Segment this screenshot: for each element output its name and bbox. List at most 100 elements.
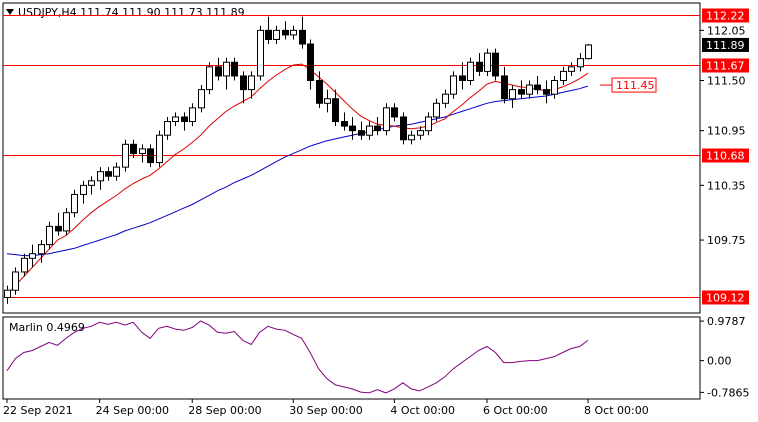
candle-body-61 bbox=[518, 89, 525, 95]
level-label-bg-0 bbox=[702, 8, 749, 23]
candle-body-21 bbox=[181, 116, 188, 123]
candle-body-59 bbox=[501, 75, 508, 100]
current-price-bg bbox=[702, 37, 749, 52]
candle-body-42 bbox=[358, 130, 365, 136]
candle-body-66 bbox=[560, 70, 567, 82]
candle-body-63 bbox=[534, 84, 541, 91]
candle-body-39 bbox=[332, 98, 339, 123]
candle-body-23 bbox=[198, 89, 205, 109]
candle-body-2 bbox=[21, 257, 28, 273]
candle-body-15 bbox=[130, 143, 137, 154]
ma-slow-line bbox=[6, 85, 589, 257]
candle-body-12 bbox=[105, 171, 112, 177]
candle-body-44 bbox=[374, 125, 381, 132]
candle-body-26 bbox=[223, 61, 230, 77]
candle-body-57 bbox=[484, 52, 491, 72]
marlin-line bbox=[6, 320, 589, 394]
x-label-4: 4 Oct 00:00 bbox=[390, 404, 455, 417]
marlin-panel-frame bbox=[2, 316, 701, 400]
candle-body-3 bbox=[29, 253, 36, 259]
candle-body-31 bbox=[265, 29, 272, 40]
candle-body-11 bbox=[97, 171, 104, 182]
candle-body-29 bbox=[248, 75, 255, 91]
candle-body-22 bbox=[189, 107, 196, 123]
candle-body-20 bbox=[172, 116, 179, 123]
candle-body-17 bbox=[147, 148, 154, 164]
current-price-label: 111.89 bbox=[706, 39, 745, 52]
candle-body-28 bbox=[240, 75, 247, 91]
candle-body-8 bbox=[71, 193, 78, 214]
candle-body-7 bbox=[63, 212, 70, 232]
target-label: 111.45 bbox=[616, 79, 655, 92]
target-label-box bbox=[611, 77, 657, 93]
candle-body-69 bbox=[585, 44, 592, 60]
candle-body-10 bbox=[88, 180, 95, 186]
candle-body-53 bbox=[450, 75, 457, 95]
candle-body-60 bbox=[509, 89, 516, 100]
x-label-0: 22 Sep 2021 bbox=[3, 404, 73, 417]
candle-body-19 bbox=[164, 121, 171, 136]
candle-body-50 bbox=[425, 116, 432, 132]
candle-body-58 bbox=[492, 52, 499, 77]
price-tick-label-1: 111.50 bbox=[707, 75, 746, 88]
candle-body-35 bbox=[299, 29, 306, 45]
marlin-label: Marlin 0.4969 bbox=[9, 321, 85, 334]
candle-body-47 bbox=[400, 116, 407, 141]
x-label-3: 30 Sep 00:00 bbox=[289, 404, 362, 417]
candle-body-6 bbox=[55, 225, 62, 232]
candle-body-45 bbox=[383, 107, 390, 132]
ma-fast-line bbox=[6, 63, 589, 296]
price-tick-label-3: 110.35 bbox=[707, 179, 746, 192]
candle-body-54 bbox=[459, 75, 466, 82]
x-label-1: 24 Sep 00:00 bbox=[96, 404, 169, 417]
price-tick-label-2: 110.95 bbox=[707, 125, 746, 138]
candle-body-30 bbox=[257, 29, 264, 77]
x-label-5: 6 Oct 00:00 bbox=[483, 404, 548, 417]
candle-body-13 bbox=[113, 166, 120, 177]
x-label-2: 28 Sep 00:00 bbox=[188, 404, 261, 417]
price-tick-label-0: 112.05 bbox=[707, 24, 746, 37]
candle-body-56 bbox=[476, 61, 483, 72]
candle-body-51 bbox=[433, 102, 440, 118]
x-label-6: 8 Oct 00:00 bbox=[584, 404, 649, 417]
header-triangle-icon bbox=[6, 9, 14, 15]
candle-body-55 bbox=[467, 61, 474, 81]
candle-body-40 bbox=[341, 121, 348, 127]
candle-body-62 bbox=[526, 84, 533, 95]
candle-body-1 bbox=[12, 271, 19, 291]
candle-body-46 bbox=[391, 107, 398, 118]
candle-body-4 bbox=[38, 244, 45, 255]
price-panel-frame bbox=[2, 2, 701, 314]
candle-body-33 bbox=[282, 29, 289, 36]
candle-body-0 bbox=[4, 289, 11, 298]
level-label-0: 112.22 bbox=[706, 10, 745, 23]
candle-body-18 bbox=[156, 134, 163, 164]
candle-body-67 bbox=[568, 66, 575, 72]
level-label-bg-3 bbox=[702, 290, 749, 305]
candle-body-25 bbox=[215, 66, 222, 77]
candle-body-64 bbox=[543, 89, 550, 95]
marlin-tick-label-2: -0.7865 bbox=[707, 386, 749, 399]
marlin-tick-label-1: 0.00 bbox=[707, 355, 732, 368]
candle-body-9 bbox=[80, 184, 87, 195]
candle-body-68 bbox=[577, 58, 584, 68]
candle-body-5 bbox=[46, 225, 53, 246]
level-label-2: 110.68 bbox=[706, 150, 745, 163]
candle-body-36 bbox=[307, 43, 314, 81]
candle-body-27 bbox=[231, 61, 238, 77]
marlin-tick-label-0: 0.9787 bbox=[707, 315, 746, 328]
candle-body-38 bbox=[324, 98, 331, 104]
candle-body-43 bbox=[366, 125, 373, 136]
candle-body-32 bbox=[273, 29, 280, 40]
candle-body-34 bbox=[290, 29, 297, 36]
candle-body-65 bbox=[551, 80, 558, 95]
candle-body-24 bbox=[206, 66, 213, 91]
level-label-bg-2 bbox=[702, 148, 749, 163]
level-label-bg-1 bbox=[702, 58, 749, 73]
candle-body-52 bbox=[442, 93, 449, 104]
candle-body-14 bbox=[122, 143, 129, 168]
level-label-3: 109.12 bbox=[706, 292, 745, 305]
chart-header: USDJPY,H4 111.74 111.90 111.73 111.89 bbox=[18, 6, 245, 19]
price-tick-label-4: 109.75 bbox=[707, 234, 746, 247]
candle-body-37 bbox=[316, 80, 323, 104]
